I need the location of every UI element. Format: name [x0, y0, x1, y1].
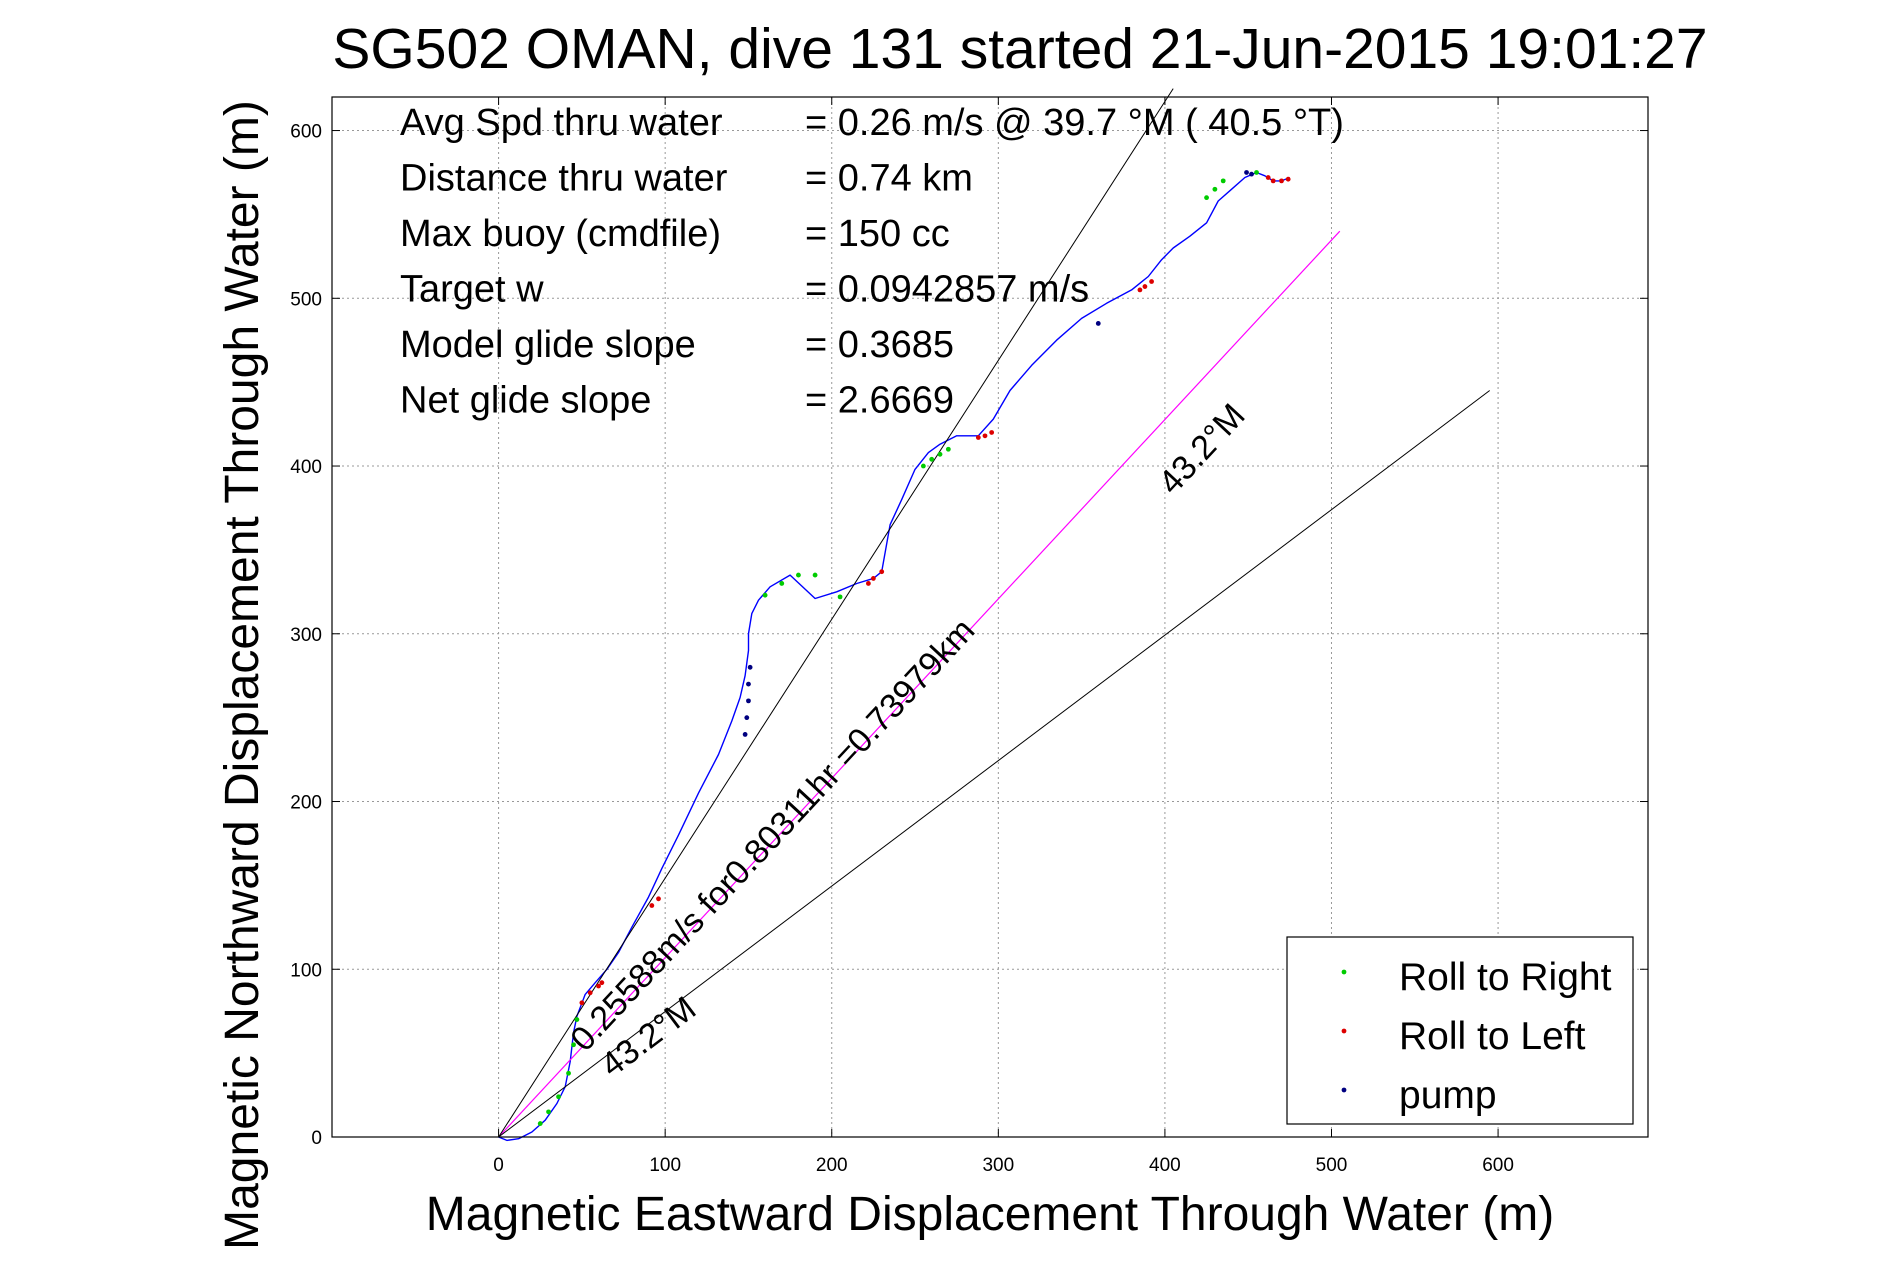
info-value: = 0.0942857 m/s: [805, 269, 1089, 311]
marker-roll-to-right: [574, 1017, 580, 1022]
marker-roll-to-left: [1142, 284, 1148, 289]
marker-roll-to-right: [1220, 178, 1226, 184]
series-line-envelope-lower: [498, 390, 1491, 1138]
x-tick-label: 500: [1316, 1155, 1348, 1176]
marker-pump: [744, 715, 750, 721]
marker-roll-to-left: [1270, 178, 1276, 184]
marker-pump: [1095, 321, 1101, 326]
chart-title: SG502 OMAN, dive 131 started 21-Jun-2015…: [332, 17, 1707, 81]
marker-roll-to-left: [1149, 279, 1154, 284]
x-tick-label: 300: [982, 1155, 1014, 1176]
marker-roll-to-right: [762, 592, 768, 598]
marker-roll-to-right: [837, 594, 843, 600]
series-line-track: [498, 171, 1291, 1142]
marker-roll-to-left: [649, 903, 655, 908]
marker-roll-to-right: [796, 572, 801, 578]
marker-roll-to-left: [1137, 287, 1143, 293]
marker-roll-to-left: [579, 1000, 585, 1006]
marker-roll-to-left: [989, 430, 995, 435]
marker-pump: [1244, 170, 1249, 175]
marker-roll-to-left: [1279, 178, 1284, 184]
data-lines: [498, 88, 1491, 1142]
y-tick-label: 500: [290, 289, 322, 310]
marker-roll-to-left: [1285, 176, 1291, 182]
info-label: Target w: [400, 269, 544, 311]
marker-roll-to-left: [599, 980, 605, 986]
marker-roll-to-right: [779, 581, 785, 586]
info-label: Max buoy (cmdfile): [400, 213, 721, 255]
info-label: Distance thru water: [400, 158, 728, 200]
data-markers: [537, 170, 1291, 1126]
marker-roll-to-left: [1265, 175, 1271, 180]
info-value: = 0.26 m/s @ 39.7 °M ( 40.5 °T): [805, 102, 1344, 144]
legend-label: Roll to Left: [1399, 1015, 1586, 1058]
legend: Roll to Right Roll to Left pump: [1286, 936, 1634, 1125]
x-tick-label: 0: [493, 1155, 504, 1176]
x-tick-label: 400: [1149, 1155, 1181, 1176]
x-tick-label: 200: [816, 1155, 848, 1176]
marker-roll-to-right: [566, 1070, 571, 1076]
y-tick-label: 300: [290, 625, 322, 646]
marker-pump: [746, 681, 751, 687]
marker-roll-to-left: [656, 896, 661, 902]
y-tick-label: 100: [290, 960, 322, 981]
series-line-envelope-upper: [498, 88, 1174, 1138]
y-tick-label: 600: [290, 122, 322, 143]
x-tick-label: 600: [1482, 1155, 1514, 1176]
marker-pump: [746, 698, 751, 704]
legend-swatch: [1341, 1087, 1347, 1093]
series-line-heading-line: [498, 230, 1341, 1138]
marker-roll-to-left: [587, 990, 593, 996]
marker-roll-to-right: [1204, 195, 1209, 201]
marker-roll-to-left: [879, 569, 885, 575]
marker-roll-to-right: [929, 456, 935, 462]
y-tick-label: 0: [311, 1128, 322, 1149]
y-axis-label: Magnetic Northward Displacement Through …: [216, 100, 269, 1250]
x-tick-label: 100: [649, 1155, 681, 1176]
x-axis-label: Magnetic Eastward Displacement Through W…: [426, 1188, 1554, 1241]
grid-lines: [332, 97, 1648, 1138]
marker-roll-to-right: [537, 1121, 543, 1126]
legend-swatch: [1341, 969, 1347, 975]
marker-roll-to-right: [571, 1042, 576, 1048]
info-value: = 2.6669: [805, 380, 954, 422]
y-tick-label: 200: [290, 793, 322, 814]
info-label: Model glide slope: [400, 324, 696, 366]
marker-roll-to-left: [982, 433, 988, 439]
marker-roll-to-right: [920, 463, 926, 469]
marker-roll-to-left: [870, 576, 876, 581]
marker-pump: [1249, 171, 1254, 177]
marker-roll-to-right: [546, 1109, 551, 1115]
marker-roll-to-right: [556, 1094, 561, 1100]
info-block: Avg Spd thru water = 0.26 m/s @ 39.7 °M (…: [400, 102, 1344, 422]
legend-swatch: [1341, 1028, 1347, 1034]
axes-frame: [331, 96, 1649, 1138]
marker-roll-to-left: [865, 581, 871, 586]
marker-pump: [747, 664, 753, 670]
marker-roll-to-right: [945, 446, 951, 452]
marker-roll-to-right: [1212, 186, 1218, 192]
legend-label: pump: [1399, 1074, 1497, 1117]
marker-roll-to-left: [975, 435, 981, 440]
info-label: Avg Spd thru water: [400, 102, 723, 144]
marker-roll-to-right: [1254, 170, 1259, 175]
info-value: = 150 cc: [805, 213, 950, 255]
marker-roll-to-right: [937, 451, 943, 457]
marker-roll-to-right: [812, 572, 818, 578]
axis-ticks: 0 100 200 300 400 500 600 0 100 200 300 400 500 600: [290, 97, 1648, 1176]
legend-label: Roll to Right: [1399, 956, 1612, 999]
marker-roll-to-left: [596, 983, 601, 989]
y-tick-label: 400: [290, 457, 322, 478]
info-label: Net glide slope: [400, 380, 651, 422]
marker-pump: [742, 732, 748, 737]
info-value: = 0.74 km: [805, 158, 973, 200]
info-value: = 0.3685: [805, 324, 954, 366]
